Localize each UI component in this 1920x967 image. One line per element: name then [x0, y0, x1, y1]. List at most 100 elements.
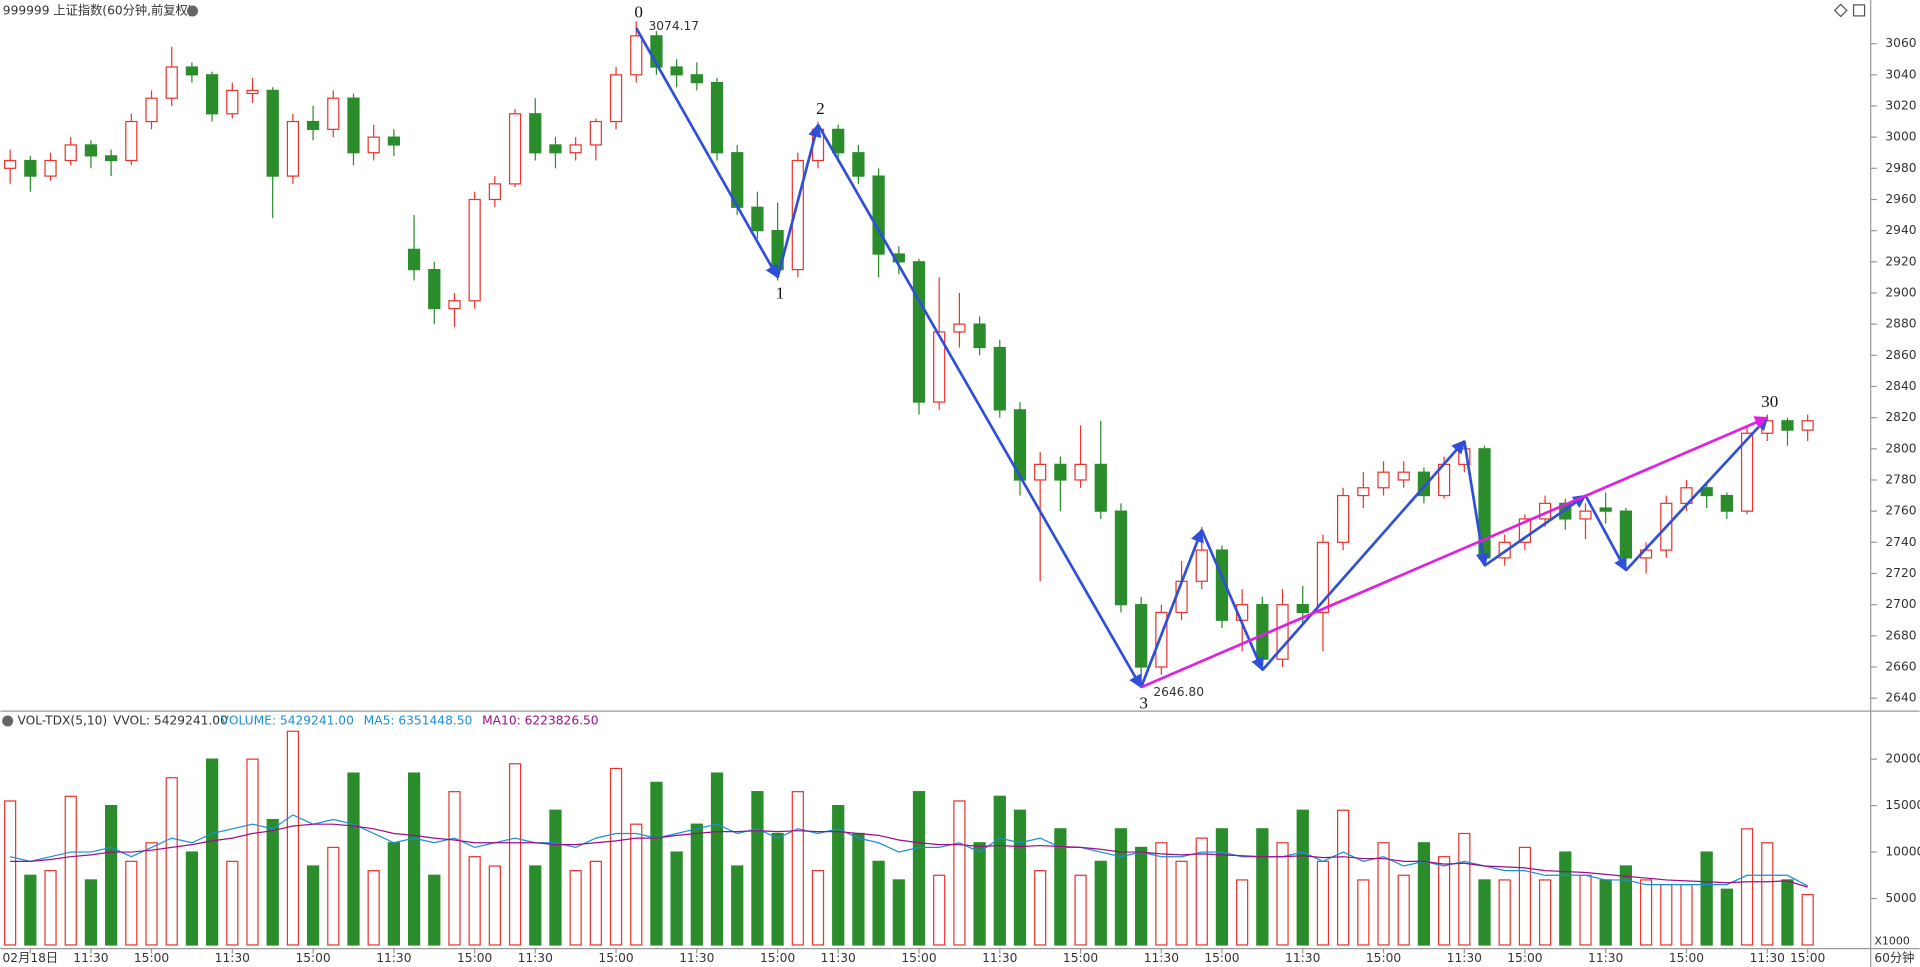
candle-body: [872, 175, 885, 255]
candle-body: [710, 81, 724, 154]
ma-line: [10, 823, 1808, 888]
candle-body: [327, 97, 340, 130]
candle-body: [993, 346, 1006, 411]
unit-label: X1000: [1874, 934, 1910, 947]
volume-bar: [852, 832, 865, 946]
y-tick-label: 2860: [1885, 348, 1916, 362]
candle-body: [690, 74, 703, 84]
volume-bar: [1377, 842, 1390, 946]
volume-bar: [367, 870, 380, 946]
volume-bar: [1013, 809, 1027, 946]
candle-body: [286, 120, 300, 177]
volume-bar: [407, 772, 421, 946]
menu-icon[interactable]: [2, 715, 14, 727]
x-tick-label: 15:00: [457, 951, 492, 965]
volume-bar: [1761, 842, 1774, 946]
icon[interactable]: [1833, 3, 1848, 18]
volume-bar: [1316, 860, 1330, 946]
volume-bar: [145, 842, 158, 946]
volume-bar: [327, 846, 340, 946]
candle-body: [630, 35, 643, 76]
icon[interactable]: [1852, 4, 1866, 17]
volume-bar: [1276, 842, 1289, 946]
volume-bar: [1054, 828, 1067, 946]
x-tick-label: 11:30: [215, 951, 250, 965]
x-tick-label: 11:30: [1144, 951, 1179, 965]
candle-body: [1114, 510, 1128, 606]
wave-label: 2: [816, 99, 825, 118]
volume-bar: [630, 823, 643, 946]
wave-arrow: [1139, 528, 1204, 688]
y-tick-label: 2680: [1885, 628, 1916, 642]
volume-bar: [1296, 809, 1309, 946]
volume-bar: [1215, 828, 1229, 946]
volume-bar: [1518, 846, 1532, 946]
volume-bar: [1639, 879, 1653, 946]
y-tick-label: 5000: [1885, 891, 1916, 905]
y-tick-label: 2880: [1885, 317, 1916, 331]
y-tick-label: 2640: [1885, 691, 1916, 705]
candle-body: [1215, 549, 1229, 621]
volume-bar: [64, 795, 77, 946]
candle-body: [1619, 510, 1633, 559]
legend-entry: MA10: 6223826.50: [482, 713, 598, 727]
y-tick-label: 2840: [1885, 379, 1916, 393]
candle-body: [1296, 604, 1309, 614]
volume-bar: [1458, 832, 1471, 946]
y-tick-label: 3020: [1885, 98, 1916, 112]
volume-bar: [24, 874, 37, 946]
candle-body: [448, 300, 461, 310]
volume-bar: [710, 772, 724, 946]
volume-bar: [1599, 879, 1612, 946]
y-tick-label: 2980: [1885, 161, 1916, 175]
candle-body: [549, 144, 562, 154]
volume-bar: [125, 860, 138, 946]
volume-bar: [771, 832, 784, 946]
volume-bar: [912, 791, 926, 946]
x-tick-label: 15:00: [1669, 951, 1704, 965]
candle-body: [1276, 604, 1289, 660]
volume-bar: [165, 777, 178, 946]
wave-label: 0: [634, 2, 643, 21]
candle-body: [1740, 432, 1754, 512]
x-tick-label: 11:30: [518, 951, 553, 965]
volume-bar: [1559, 851, 1572, 946]
volume-bar: [1801, 893, 1814, 946]
volume-bar: [1357, 879, 1370, 946]
candle-body: [367, 136, 380, 154]
wave-arrow: [776, 123, 822, 278]
candle-body: [1801, 420, 1814, 431]
menu-icon[interactable]: [187, 5, 199, 17]
volume-bar: [1135, 846, 1148, 946]
candle-body: [1094, 463, 1107, 512]
candle-body: [44, 159, 57, 177]
y-tick-label: 10000: [1885, 845, 1920, 859]
volume-bar: [226, 860, 239, 946]
volume-bar: [105, 804, 118, 946]
volume-bar: [731, 865, 744, 946]
volume-bar: [1114, 828, 1128, 946]
candle-body: [529, 113, 542, 154]
wave-arrow: [1200, 529, 1264, 672]
wave-arrow: [1462, 440, 1490, 568]
candle-body: [1135, 604, 1148, 668]
volume-bar: [993, 795, 1006, 946]
volume-bar: [569, 870, 582, 946]
volume-bar: [347, 772, 360, 946]
x-tick-label: 15:00: [901, 951, 936, 965]
candle-body: [125, 120, 138, 162]
candle-body: [1195, 549, 1208, 582]
volume-bar: [751, 791, 764, 946]
volume-bar: [84, 879, 98, 946]
y-tick-label: 2940: [1885, 223, 1916, 237]
volume-bar: [690, 823, 703, 946]
y-tick-label: 2740: [1885, 535, 1916, 549]
candle-body: [205, 74, 219, 115]
volume-bar: [1236, 879, 1249, 946]
y-tick-label: 3000: [1885, 130, 1916, 144]
volume-bar: [1094, 860, 1107, 946]
x-tick-label: 15:00: [1507, 951, 1542, 965]
